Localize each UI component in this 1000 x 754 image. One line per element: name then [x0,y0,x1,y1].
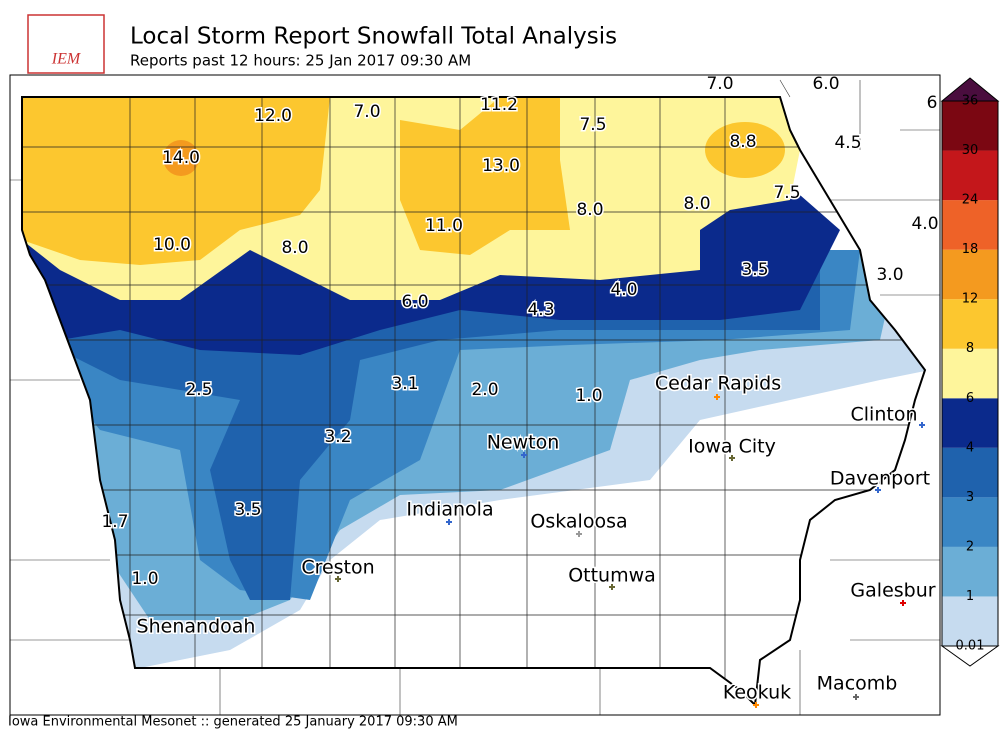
snowfall-label: 14.0 [162,148,200,168]
snowfall-label: 4.3 [527,300,554,320]
colorbar-label: 3 [966,490,974,505]
city-label: Indianola [406,499,493,521]
snowfall-label: 8.0 [281,238,308,258]
colorbar-label: 2 [966,539,974,554]
snowfall-label: 2.0 [471,380,498,400]
city-label: Iowa City [688,436,776,458]
snowfall-label: 8.8 [729,132,756,152]
snowfall-label: 3.5 [741,260,768,280]
snowfall-label: 2.5 [185,380,212,400]
city-label: Shenandoah [137,616,256,638]
colorbar-band [942,497,998,547]
colorbar-label: 4 [966,440,974,455]
city-label: Davenport [830,468,930,490]
snowfall-label: 3.1 [391,374,418,394]
state-county-line [779,79,791,98]
snowfall-label: 6 [927,93,938,113]
snowfall-label: 12.0 [254,106,292,126]
colorbar-label: 6 [966,391,974,406]
logo: IEM [27,14,105,74]
city-label: Oskaloosa [530,511,627,533]
city-label: Cedar Rapids [655,373,781,395]
map: 12.0 7.0 11.2 7.5 8.8 14.0 13.0 4.5 7.5 8.0 8.0 11.… [10,74,940,715]
snow-zone [22,97,330,265]
snowfall-label: 6.0 [401,292,428,312]
snowfall-label: 7.0 [353,102,380,122]
snowfall-label: 3.2 [324,427,351,447]
snowfall-label: 11.0 [425,216,463,236]
snowfall-label: 4.5 [834,133,861,153]
colorbar-label: 0.01 [956,639,985,654]
snowfall-label: 1.0 [575,386,602,406]
footer: Iowa Environmental Mesonet :: generated … [8,715,458,730]
snowfall-label: 13.0 [482,156,520,176]
colorbar-label: 1 [966,589,974,604]
colorbar-band [942,398,998,448]
city-label: Keokuk [723,682,791,704]
snowfall-label: 4.0 [610,280,637,300]
snowfall-label: 8.0 [576,200,603,220]
colorbar-label: 12 [962,292,979,307]
city-label: Ottumwa [568,565,656,587]
colorbar-label: 36 [962,94,979,109]
colorbar-label: 30 [962,143,979,158]
snowfall-label: 10.0 [153,235,191,255]
logo-text: IEM [51,51,82,68]
city-label: Creston [301,557,374,579]
colorbar-band [942,299,998,349]
city-label: Clinton [851,404,918,426]
colorbar-band [942,546,998,597]
snowfall-label: 7.0 [706,74,733,94]
city-label: Macomb [817,673,898,695]
snow-zone [163,140,199,176]
colorbar-band [942,101,998,151]
subtitle: Reports past 12 hours: 25 Jan 2017 09:30… [130,52,471,70]
colorbar-band [942,447,998,498]
colorbar-label: 18 [962,242,979,257]
colorbar-band [942,150,998,201]
snowfall-label: 3.5 [234,500,261,520]
snowfall-label: 3.0 [876,265,903,285]
snowfall-label: 1.0 [131,569,158,589]
colorbar-label: 24 [962,193,979,208]
colorbar-band [942,249,998,300]
colorbar-band [942,200,998,250]
snowfall-label: 11.2 [480,95,518,115]
colorbar-band [942,596,998,646]
title: Local Storm Report Snowfall Total Analys… [130,24,617,50]
snowfall-label: 8.0 [683,194,710,214]
city-label: Newton [487,432,560,454]
colorbar-label: 8 [966,341,974,356]
snowfall-label: 7.5 [579,115,606,135]
snowfall-label: 7.5 [773,183,800,203]
snowfall-label: 6.0 [812,74,839,94]
snow-zone [400,97,570,255]
colorbar-band [942,348,998,399]
snowfall-label: 1.7 [101,512,128,532]
colorbar-frame [941,100,999,647]
snowfall-label: 4.0 [911,214,938,234]
city-label: Galesbur [850,580,935,602]
